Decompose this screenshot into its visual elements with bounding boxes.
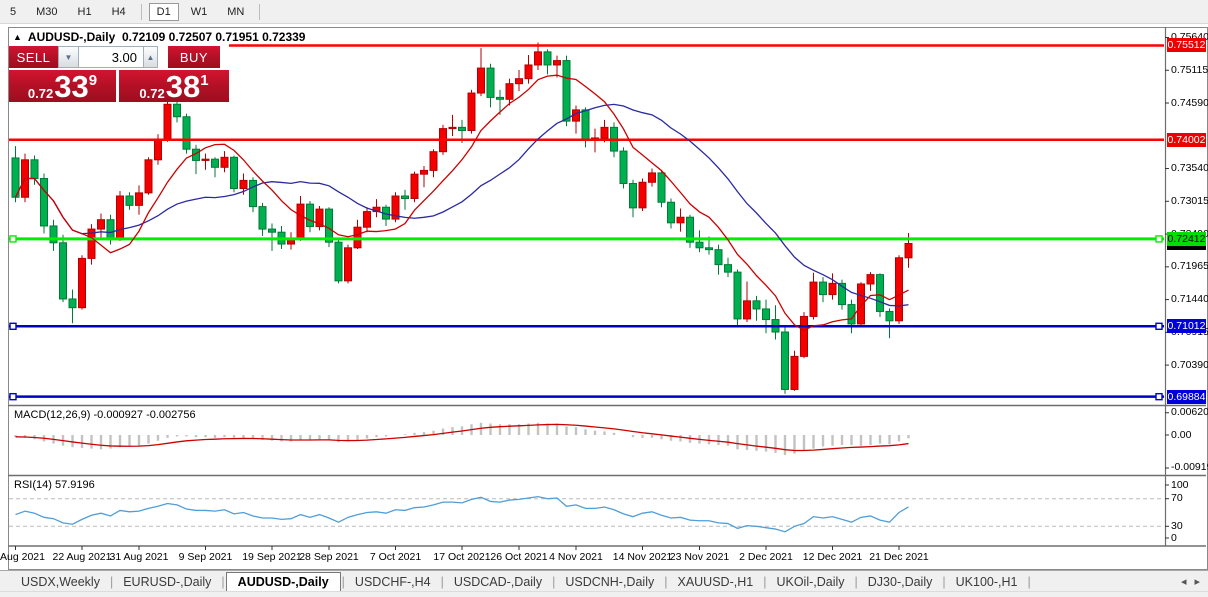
tab-xauusd-h1[interactable]: XAUUSD-,H1 bbox=[677, 574, 754, 589]
toolbar-separator bbox=[259, 3, 261, 20]
timeframe-toolbar: 5 M30 H1 H4 D1 W1 MN bbox=[0, 0, 1208, 24]
timeframe-button-5[interactable]: 5 bbox=[10, 5, 17, 18]
buy-button[interactable]: BUY bbox=[168, 46, 220, 68]
tab-audusd-daily[interactable]: AUDUSD-,Daily bbox=[225, 571, 341, 592]
buy-price-pip: 1 bbox=[200, 72, 209, 89]
volume-input[interactable]: 3.00 bbox=[79, 46, 143, 68]
tab-separator: | bbox=[763, 574, 767, 589]
tab-separator: | bbox=[341, 574, 345, 589]
volume-increase-button[interactable]: ▲ bbox=[143, 46, 158, 68]
tab-scroll-right-icon[interactable]: ▸ bbox=[1194, 576, 1200, 588]
tab-separator: | bbox=[664, 574, 668, 589]
timeframe-button-w1[interactable]: W1 bbox=[190, 5, 208, 18]
tab-separator: | bbox=[552, 574, 556, 589]
sell-price-prefix: 0.72 bbox=[27, 86, 54, 101]
one-click-trading-panel: SELL ▼ 3.00 ▲ BUY 0.72 33 9 0.72 38 1 bbox=[9, 44, 229, 102]
sell-button[interactable]: SELL bbox=[9, 46, 58, 68]
tab-scroll-left-icon[interactable]: ◂ bbox=[1180, 576, 1187, 588]
tab-separator: | bbox=[854, 574, 858, 589]
tab-usdcad-daily[interactable]: USDCAD-,Daily bbox=[453, 574, 543, 589]
tab-uk100-h1[interactable]: UK100-,H1 bbox=[955, 574, 1018, 589]
chart-window[interactable] bbox=[8, 27, 1208, 570]
toolbar-separator bbox=[140, 3, 142, 20]
tab-usdchf-h4[interactable]: USDCHF-,H4 bbox=[354, 574, 431, 589]
tab-ukoil-daily[interactable]: UKOil-,Daily bbox=[776, 574, 845, 589]
timeframe-button-mn[interactable]: MN bbox=[227, 5, 245, 18]
tab-separator: | bbox=[440, 574, 444, 589]
down-arrow-icon: ▼ bbox=[64, 52, 73, 62]
tab-usdcnh-daily[interactable]: USDCNH-,Daily bbox=[565, 574, 655, 589]
tab-separator: | bbox=[1027, 574, 1031, 589]
tab-separator: | bbox=[221, 574, 225, 589]
sell-price-display[interactable]: 0.72 33 9 bbox=[9, 70, 116, 102]
buy-price-digits: 38 bbox=[165, 69, 201, 104]
tab-separator: | bbox=[109, 574, 114, 589]
up-arrow-icon: ▲ bbox=[146, 52, 155, 62]
sell-price-pip: 9 bbox=[88, 72, 98, 89]
volume-decrease-button[interactable]: ▼ bbox=[58, 46, 79, 68]
timeframe-button-h4[interactable]: H4 bbox=[111, 5, 126, 18]
instrument-tab-bar: USDX,Weekly | EURUSD-,Daily | AUDUSD-,Daily |… bbox=[0, 570, 1208, 592]
tab-eurusd-daily[interactable]: EURUSD-,Daily bbox=[123, 574, 212, 589]
tab-separator: | bbox=[942, 574, 946, 589]
timeframe-button-h1[interactable]: H1 bbox=[77, 5, 92, 18]
buy-price-prefix: 0.72 bbox=[139, 86, 165, 101]
tab-usdx-weekly[interactable]: USDX,Weekly bbox=[21, 574, 100, 589]
timeframe-button-m30[interactable]: M30 bbox=[36, 5, 58, 18]
buy-price-display[interactable]: 0.72 38 1 bbox=[119, 70, 229, 102]
status-bar bbox=[0, 591, 1208, 597]
sell-price-digits: 33 bbox=[54, 69, 89, 104]
timeframe-button-d1[interactable]: D1 bbox=[148, 2, 179, 21]
tab-dj30-daily[interactable]: DJ30-,Daily bbox=[867, 574, 933, 589]
